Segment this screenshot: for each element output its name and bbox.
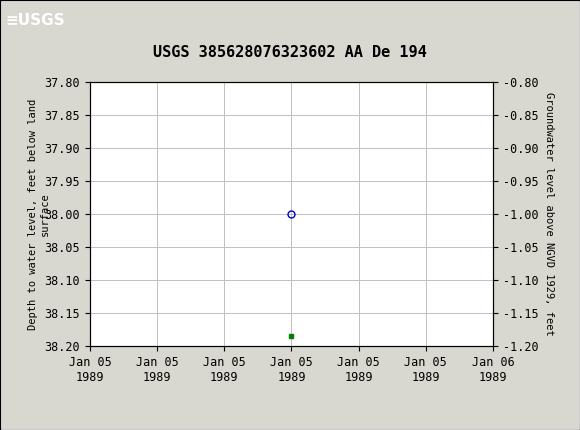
Text: ≡USGS: ≡USGS — [6, 13, 66, 28]
Y-axis label: Depth to water level, feet below land
surface: Depth to water level, feet below land su… — [28, 98, 50, 329]
Text: USGS 385628076323602 AA De 194: USGS 385628076323602 AA De 194 — [153, 45, 427, 60]
Y-axis label: Groundwater level above NGVD 1929, feet: Groundwater level above NGVD 1929, feet — [544, 92, 554, 336]
Legend: Period of approved data: Period of approved data — [186, 429, 397, 430]
